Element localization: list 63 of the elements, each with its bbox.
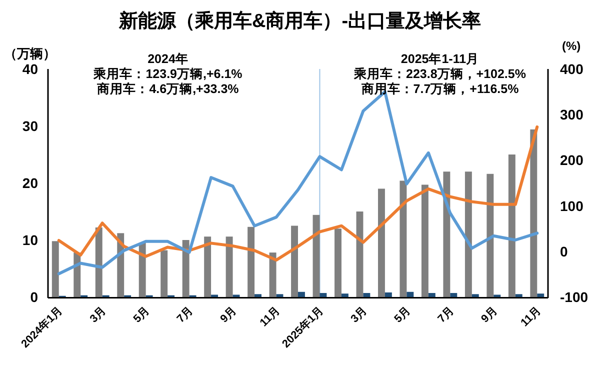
y-tick-label: 30 <box>22 118 38 134</box>
x-tick-label: 3月 <box>348 304 370 326</box>
bar <box>276 294 284 297</box>
annotation: 乘用车：123.9万辆,+6.1% <box>92 66 242 81</box>
x-tick-label: 3月 <box>88 304 108 326</box>
annotation: 商用车：4.6万辆,+33.3% <box>96 81 239 96</box>
y2-tick-label: 0 <box>560 243 568 260</box>
bar <box>95 227 102 297</box>
bar <box>378 188 385 297</box>
y-tick-label: 10 <box>22 232 38 248</box>
bar <box>254 294 262 297</box>
bar <box>486 174 494 297</box>
bar <box>472 294 479 297</box>
y-tick-label: 20 <box>22 175 38 191</box>
bar <box>291 226 298 297</box>
x-tick-label: 7月 <box>174 304 196 326</box>
bar <box>515 294 522 297</box>
text: 2025年1-11月 <box>400 52 480 66</box>
bar <box>508 154 516 297</box>
bar <box>384 292 392 297</box>
y2-tick-label: 100 <box>560 198 584 214</box>
y2-tick-label: -100 <box>560 289 588 305</box>
bar <box>298 292 305 297</box>
bar <box>464 172 472 297</box>
bar <box>341 294 348 297</box>
bar <box>443 172 450 297</box>
bar <box>52 241 59 297</box>
bar <box>269 252 276 297</box>
x-tick-label: 9月 <box>218 304 239 326</box>
bar <box>182 240 190 297</box>
x-tick-label: 5月 <box>131 304 152 326</box>
y-tick-label: 0 <box>30 289 38 305</box>
x-tick-label: 11月 <box>258 304 282 330</box>
bar <box>537 294 544 297</box>
bar <box>334 228 342 297</box>
bar <box>450 293 458 297</box>
bar <box>248 226 255 297</box>
y2-axis-title: (%) <box>562 39 581 53</box>
bar <box>363 293 370 297</box>
bar <box>204 236 212 297</box>
line-series <box>57 125 539 262</box>
bar <box>428 293 436 297</box>
bar <box>400 180 407 297</box>
bar <box>138 242 146 297</box>
y2-tick-label: 400 <box>560 61 584 77</box>
x-tick-label: 5月 <box>392 304 413 326</box>
text: 2024年 <box>148 52 188 66</box>
bar <box>160 250 168 297</box>
bar <box>320 293 327 297</box>
annotation: 乘用车：223.8万辆，+102.5% <box>353 66 526 81</box>
y2-tick-label: 200 <box>560 152 584 168</box>
x-tick-label: 11月 <box>518 304 544 330</box>
bar <box>406 292 414 297</box>
x-tick-label: 9月 <box>479 304 500 326</box>
chart-title: 新能源（乘用车&商用车）-出口量及增长率 <box>118 10 482 32</box>
bar <box>421 184 428 297</box>
annotation: 商用车：7.7万辆，+116.5% <box>360 81 519 96</box>
bar <box>226 236 233 297</box>
bar <box>530 129 538 297</box>
x-tick-label: 7月 <box>436 304 456 326</box>
y2-tick-label: 300 <box>560 106 584 123</box>
y-axis-title: （万辆） <box>4 46 56 61</box>
y-tick-label: 40 <box>22 61 38 77</box>
